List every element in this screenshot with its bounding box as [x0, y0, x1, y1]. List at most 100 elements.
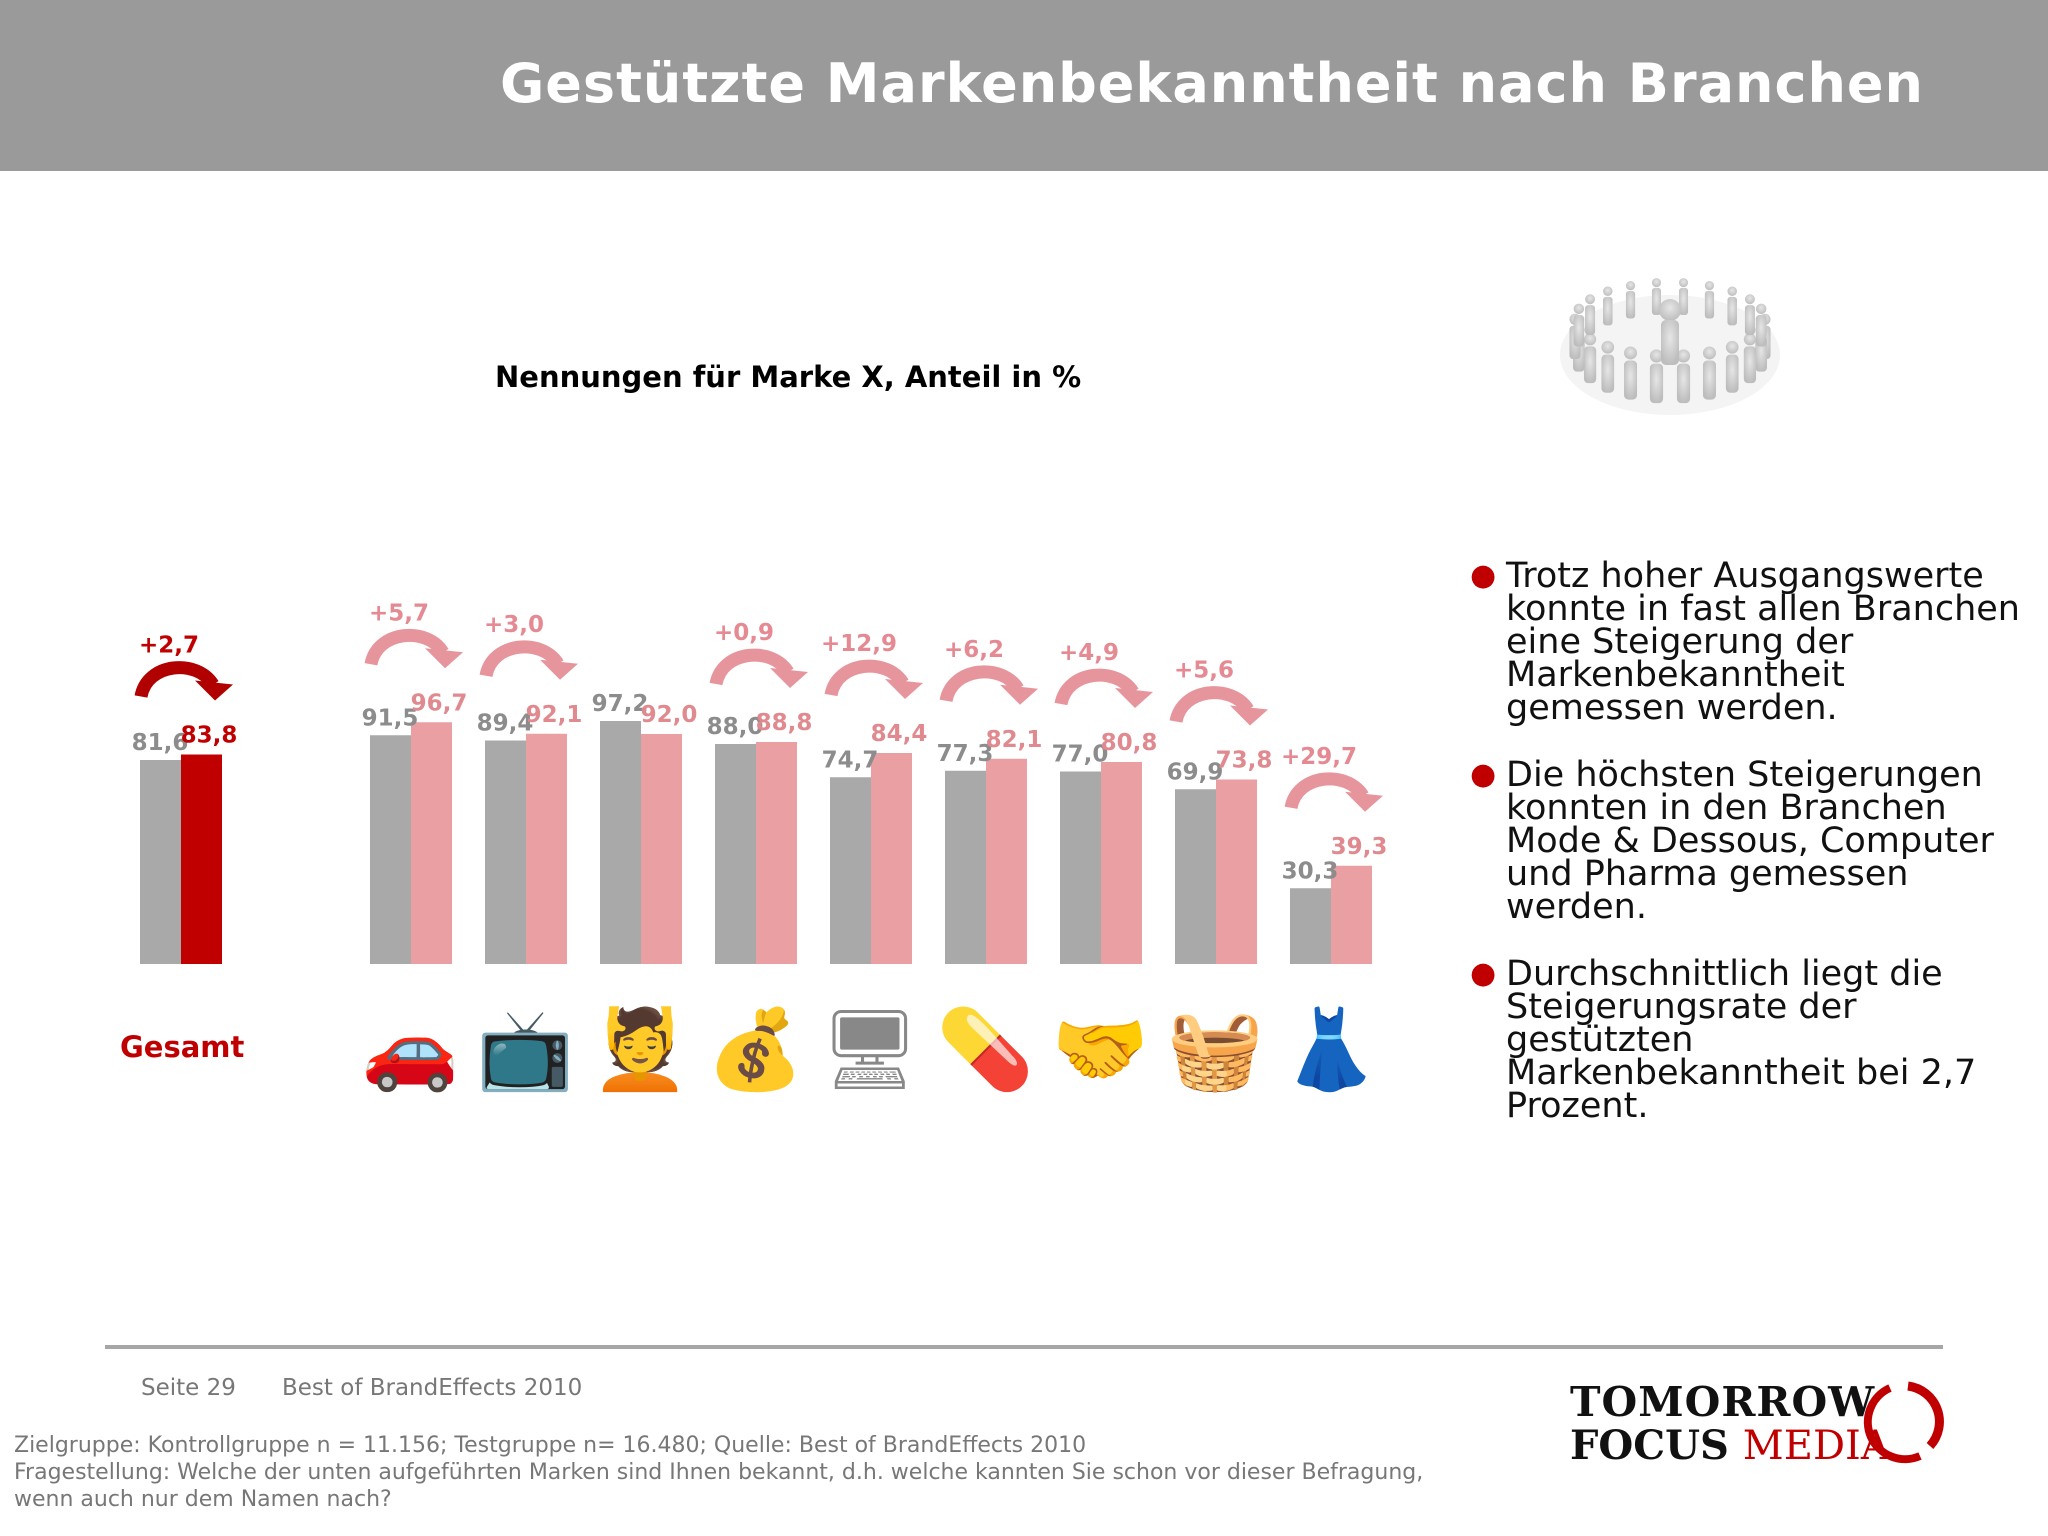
page-title: Gestützte Markenbekanntheit nach Branche… [499, 52, 1924, 115]
money-icon: 💰 [706, 1004, 804, 1095]
bullet-dot-icon: ● [1470, 558, 1497, 593]
bar-control-5 [830, 777, 871, 964]
computer-icon: 🖥 [820, 1004, 920, 1095]
footnote-line: Fragestellung: Welche der unten aufgefüh… [14, 1460, 1424, 1485]
delta-arrow-9-head [1345, 791, 1383, 812]
bullet-list: ● Trotz hoher Ausgangswerte konnte in fas… [1470, 558, 2030, 1157]
footnote-line: wenn auch nur dem Namen nach? [14, 1487, 392, 1512]
bullet-dot-icon: ● [1470, 757, 1497, 792]
label-control-8: 69,9 [1167, 759, 1224, 785]
label-delta-1: +5,7 [369, 600, 429, 626]
label-test-0: 83,8 [181, 723, 238, 749]
bar-test-1 [411, 722, 452, 964]
bar-control-8 [1175, 789, 1216, 964]
bar-test-5 [871, 753, 912, 964]
label-test-6: 82,1 [986, 727, 1043, 753]
bar-control-6 [945, 770, 986, 964]
page-number: Seite 29 [141, 1375, 236, 1401]
bullet-text: Trotz hoher Ausgangswerte konnte in fast… [1506, 556, 2020, 728]
bar-control-2 [485, 740, 526, 964]
chart-title: Nennungen für Marke X, Anteil in % [495, 360, 1082, 394]
label-control-9: 30,3 [1282, 858, 1339, 884]
label-delta-2: +3,0 [484, 612, 544, 638]
bar-test-0 [181, 754, 222, 964]
bar-control-0 [140, 760, 181, 964]
people-circle-graphic [1560, 278, 1780, 415]
cosmetics-icon: 💆 [591, 1004, 689, 1095]
delta-arrow-1-head [425, 648, 463, 669]
category-label-gesamt: Gesamt [120, 1030, 245, 1064]
pills-icon: 💊 [936, 1004, 1034, 1095]
logo-text-tomorrow: TOMORROW [1570, 1378, 1876, 1426]
delta-arrow-6-head [1000, 684, 1038, 705]
bullet-item: ● Durchschnittlich liegt die Steigerungsr… [1470, 956, 2030, 1124]
bar-control-7 [1060, 771, 1101, 964]
label-control-2: 89,4 [477, 711, 534, 737]
logo-ring-icon [1863, 1381, 1944, 1464]
delta-arrow-4 [709, 648, 794, 686]
label-test-2: 92,1 [526, 702, 583, 728]
label-test-1: 96,7 [411, 690, 468, 716]
bar-control-1 [370, 735, 411, 964]
delta-arrow-1 [364, 628, 449, 667]
bar-test-8 [1216, 779, 1257, 964]
delta-arrow-6 [939, 665, 1024, 703]
bar-test-9 [1331, 865, 1372, 964]
bar-test-3 [641, 734, 682, 964]
delta-arrow-8-head [1230, 705, 1268, 726]
label-control-4: 88,0 [707, 714, 764, 740]
label-control-7: 77,0 [1052, 742, 1109, 768]
delta-arrow-5-head [885, 679, 923, 699]
logo-text-focus: FOCUS [1570, 1422, 1729, 1469]
label-control-5: 74,7 [822, 747, 879, 773]
delta-arrow-2-head [540, 659, 578, 680]
delta-arrow-7 [1054, 668, 1139, 706]
bullet-item: ● Die höchsten Steigerungen konnten in de… [1470, 757, 2030, 925]
bar-test-7 [1101, 762, 1142, 964]
label-test-8: 73,8 [1216, 748, 1273, 774]
bullet-item: ● Trotz hoher Ausgangswerte konnte in fas… [1470, 558, 2030, 726]
label-test-7: 80,8 [1101, 730, 1158, 756]
bar-control-3 [600, 721, 641, 964]
label-delta-7: +4,9 [1059, 640, 1119, 666]
basket-icon: 🧺 [1166, 1004, 1264, 1095]
car-icon: 🚗 [361, 1004, 459, 1095]
label-control-3: 97,2 [592, 691, 649, 717]
bar-control-4 [715, 744, 756, 964]
delta-arrow-0 [134, 661, 219, 699]
fashion-icon: 👗 [1281, 1004, 1379, 1095]
label-delta-9: +29,7 [1281, 744, 1357, 770]
label-control-1: 91,5 [362, 705, 419, 731]
label-test-9: 39,3 [1331, 834, 1388, 860]
label-control-6: 77,3 [937, 741, 994, 767]
label-delta-6: +6,2 [944, 637, 1004, 663]
label-control-0: 81,6 [132, 730, 189, 756]
bar-chart: 81,683,8 +2,7 91,596,7 +5,7 89,492,1 +3,0 97,2… [132, 600, 1388, 964]
label-delta-4: +0,9 [714, 620, 774, 646]
logo-text-focus-media: FOCUS MEDIA [1570, 1422, 1890, 1469]
label-delta-8: +5,6 [1174, 658, 1234, 684]
header-bar: Gestützte Markenbekanntheit nach Branche… [0, 0, 2048, 171]
footnote-line: Zielgruppe: Kontrollgruppe n = 11.156; T… [14, 1433, 1087, 1458]
delta-arrow-5 [824, 659, 909, 697]
delta-arrow-9 [1284, 772, 1369, 810]
bar-control-9 [1290, 888, 1331, 964]
brand-logo: TOMORROW FOCUS MEDIA [1570, 1378, 1950, 1478]
bullet-text: Die höchsten Steigerungen konnten in den… [1506, 755, 1994, 927]
label-test-4: 88,8 [756, 710, 813, 736]
bullet-dot-icon: ● [1470, 956, 1497, 991]
electronics-icon: 📺 [476, 1004, 574, 1095]
footer-title: Best of BrandEffects 2010 [282, 1375, 583, 1401]
footnote: Zielgruppe: Kontrollgruppe n = 11.156; T… [14, 1432, 1514, 1513]
label-delta-5: +12,9 [821, 631, 897, 657]
bullet-text: Durchschnittlich liegt die Steigerungsra… [1506, 954, 1977, 1126]
delta-arrow-7-head [1115, 688, 1153, 708]
bar-test-6 [986, 758, 1027, 964]
bar-test-2 [526, 733, 567, 964]
delta-arrow-2 [479, 640, 564, 678]
delta-arrow-8 [1169, 686, 1254, 724]
handshake-icon: 🤝 [1051, 1004, 1149, 1095]
label-test-3: 92,0 [641, 702, 698, 728]
delta-arrow-4-head [770, 668, 808, 688]
delta-arrow-0-head [195, 680, 233, 701]
